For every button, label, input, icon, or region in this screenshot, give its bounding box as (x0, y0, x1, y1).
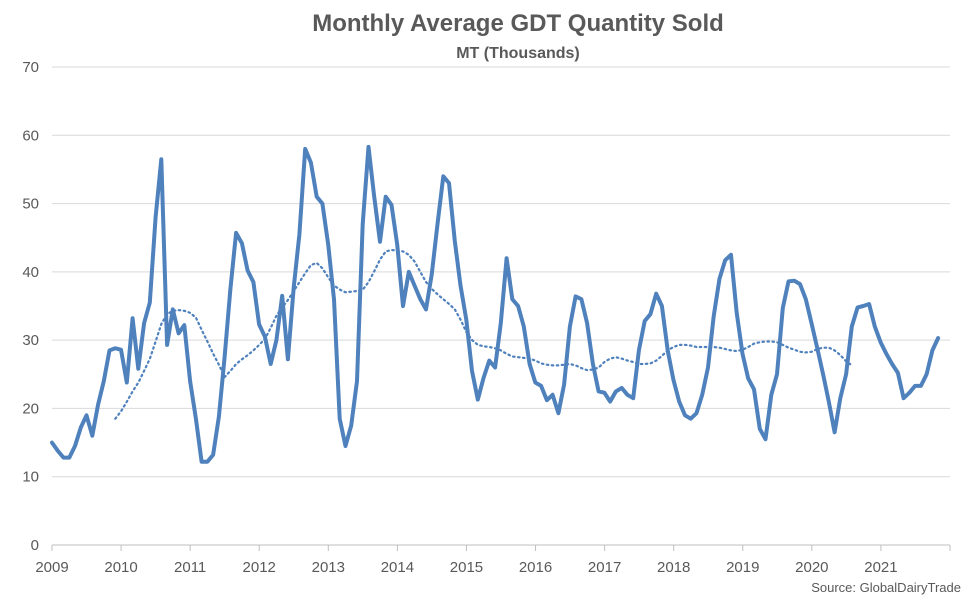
series-lines (50, 144, 941, 464)
y-tick-label: 30 (22, 332, 39, 349)
x-tick-label: 2010 (104, 559, 137, 576)
x-tick-label: 2021 (864, 559, 897, 576)
moving-average-line (114, 248, 854, 420)
x-tick-label: 2013 (312, 559, 345, 576)
x-tick-label: 2018 (657, 559, 690, 576)
x-tick-label: 2019 (726, 559, 759, 576)
monthly-quantity-line (50, 144, 941, 464)
y-tick-label: 40 (22, 264, 39, 281)
x-tick-label: 2020 (795, 559, 828, 576)
x-tick-label: 2016 (519, 559, 552, 576)
x-tick-label: 2011 (174, 559, 206, 576)
x-tick-label: 2012 (243, 559, 276, 576)
chart-subtitle: MT (Thousands) (456, 45, 580, 62)
y-tick-label: 60 (22, 127, 39, 144)
y-tick-label: 20 (22, 400, 39, 417)
y-tick-label: 10 (22, 469, 39, 486)
axes (51, 544, 951, 551)
x-tick-label: 2009 (35, 559, 68, 576)
y-tick-label: 70 (22, 59, 39, 76)
y-tick-labels: 0 10 20 30 40 50 60 70 (22, 59, 39, 554)
x-tick-labels: 2009 2010 2011 2012 2013 2014 2015 2016 2017 2018… (35, 559, 897, 576)
y-tick-label: 50 (22, 196, 39, 213)
y-tick-label: 0 (31, 537, 39, 554)
source-note: Source: GlobalDairyTrade (811, 580, 961, 595)
x-tick-label: 2014 (381, 559, 414, 576)
gridlines (52, 66, 950, 478)
x-tick-label: 2017 (588, 559, 621, 576)
chart-title: Monthly Average GDT Quantity Sold (312, 10, 724, 37)
x-tick-label: 2015 (450, 559, 483, 576)
